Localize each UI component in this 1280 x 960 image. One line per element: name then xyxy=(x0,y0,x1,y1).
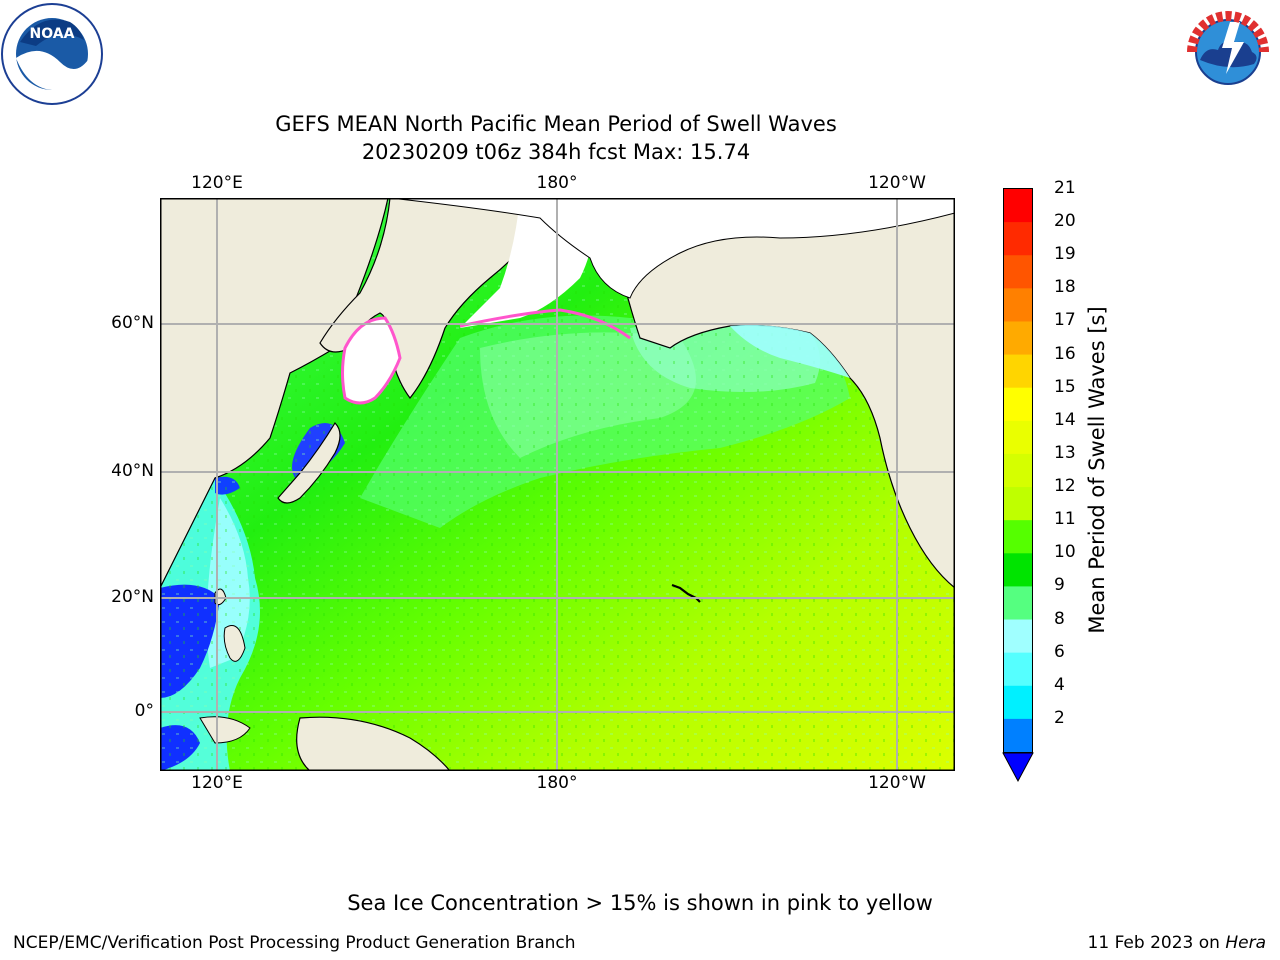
colorbar-tick-label: 8 xyxy=(1054,608,1065,629)
colorbar-swatch xyxy=(1003,619,1033,654)
colorbar-swatch xyxy=(1003,387,1033,422)
colorbar-tick-label: 16 xyxy=(1054,343,1076,364)
colorbar-tick-label: 17 xyxy=(1054,310,1076,331)
lat-label-20n: 20°N xyxy=(111,587,154,607)
sea-ice-footnote: Sea Ice Concentration > 15% is shown in … xyxy=(347,891,933,915)
colorbar-swatch xyxy=(1003,288,1033,322)
lon-label-top-180: 180° xyxy=(536,173,578,193)
colorbar-tick-label: 20 xyxy=(1054,211,1076,232)
nws-logo xyxy=(1180,4,1276,100)
colorbar-swatch xyxy=(1003,222,1033,256)
colorbar-tick-label: 4 xyxy=(1054,674,1065,695)
noaa-logo: NOAA xyxy=(1,3,103,105)
noaa-logo-text: NOAA xyxy=(30,26,75,42)
colorbar-swatch xyxy=(1003,487,1033,521)
colorbar-swatch xyxy=(1003,586,1033,621)
colorbar-swatch xyxy=(1003,553,1033,587)
date-stamp: 11 Feb 2023 on Hera xyxy=(1088,933,1266,953)
machine-name: Hera xyxy=(1225,933,1266,953)
lat-label-0: 0° xyxy=(134,701,154,721)
colorbar-tick-label: 18 xyxy=(1054,277,1076,298)
colorbar-swatch xyxy=(1003,652,1033,687)
colorbar-swatch xyxy=(1003,321,1033,356)
date-text: 11 Feb 2023 on xyxy=(1087,933,1226,953)
colorbar-swatch xyxy=(1003,520,1033,554)
lat-label-40n: 40°N xyxy=(111,461,154,481)
colorbar-tick-label: 19 xyxy=(1054,244,1076,265)
colorbar-swatch xyxy=(1003,189,1033,223)
colorbar-swatch xyxy=(1003,354,1033,389)
lon-label-top-120e: 120°E xyxy=(191,173,243,193)
colorbar-tick-label: 12 xyxy=(1054,476,1076,497)
colorbar-swatch xyxy=(1003,255,1033,289)
lon-label-bottom-120e: 120°E xyxy=(191,773,243,793)
lon-label-bottom-180: 180° xyxy=(536,773,578,793)
colorbar-swatch xyxy=(1003,685,1033,720)
colorbar-tick-label: 6 xyxy=(1054,641,1065,662)
colorbar-tick-label: 2 xyxy=(1054,707,1065,728)
colorbar-tick-label: 15 xyxy=(1054,376,1076,397)
colorbar-tick-label: 14 xyxy=(1054,409,1076,430)
colorbar xyxy=(1002,188,1034,783)
chart-subtitle: 20230209 t06z 384h fcst Max: 15.74 xyxy=(361,140,751,164)
colorbar-swatch xyxy=(1003,453,1033,488)
colorbar-tick-label: 10 xyxy=(1054,542,1076,563)
colorbar-tick-label: 13 xyxy=(1054,442,1076,463)
graticule xyxy=(160,198,955,771)
lon-label-top-120w: 120°W xyxy=(868,173,926,193)
colorbar-swatch xyxy=(1003,420,1033,455)
colorbar-tick-label: 9 xyxy=(1054,575,1065,596)
colorbar-tick-label: 11 xyxy=(1054,509,1076,530)
lat-label-60n: 60°N xyxy=(111,313,154,333)
chart-title: GEFS MEAN North Pacific Mean Period of S… xyxy=(275,112,837,136)
colorbar-label: Mean Period of Swell Waves [s] xyxy=(1085,306,1109,634)
colorbar-swatch xyxy=(1003,718,1033,753)
colorbar-tick-label: 21 xyxy=(1054,178,1076,198)
lon-label-bottom-120w: 120°W xyxy=(868,773,926,793)
swell-period-map xyxy=(160,198,955,771)
credit-line: NCEP/EMC/Verification Post Processing Pr… xyxy=(13,933,576,953)
